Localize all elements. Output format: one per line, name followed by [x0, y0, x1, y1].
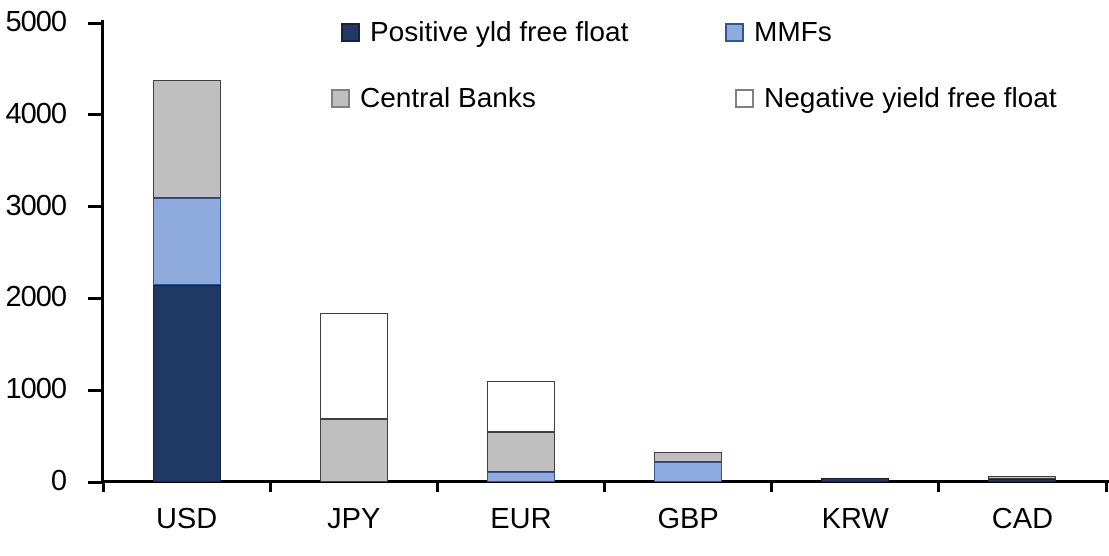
y-axis-tick	[88, 21, 102, 25]
x-axis-category-label: USD	[155, 503, 218, 535]
y-axis-tick-label: 0	[50, 465, 67, 497]
legend-swatch-icon	[735, 88, 754, 108]
x-axis-tick	[1104, 480, 1108, 492]
y-axis-tick-label: 4000	[5, 97, 67, 130]
bar-segment-eur-s1	[486, 471, 555, 482]
bar-segment-gbp-s1	[654, 461, 723, 482]
legend-item-0: Positive yld free float	[341, 17, 628, 47]
bar-segment-gbp-s2	[654, 451, 723, 462]
bar-segment-usd-s1	[152, 198, 221, 285]
legend-item-2: Central Banks	[331, 83, 536, 113]
legend-swatch-icon	[341, 22, 360, 42]
y-axis-tick	[88, 205, 102, 209]
y-axis-tick-label: 3000	[5, 189, 67, 222]
bar-segment-eur-s3	[486, 381, 555, 433]
bar-segment-usd-s0	[152, 284, 221, 482]
y-axis-tick	[88, 480, 102, 484]
bar-segment-usd-s2	[152, 79, 221, 199]
x-axis-tick	[268, 480, 272, 492]
legend-label: Positive yld free float	[370, 16, 629, 47]
bar-segment-eur-s2	[486, 432, 555, 472]
y-axis-tick-label: 5000	[5, 6, 67, 38]
y-axis-tick-label: 1000	[5, 373, 67, 406]
legend-swatch-icon	[331, 88, 350, 108]
legend-item-1: MMFs	[725, 17, 832, 47]
y-axis-tick-label: 2000	[5, 281, 67, 314]
legend-label: Negative yield free float	[764, 82, 1057, 113]
y-axis-tick	[88, 296, 102, 300]
x-axis-category-label: CAD	[991, 503, 1054, 535]
y-axis-line	[101, 20, 104, 483]
bar-segment-cad-s0	[988, 478, 1057, 482]
legend-label: MMFs	[754, 16, 832, 47]
x-axis-category-label: KRW	[821, 503, 889, 535]
legend-label: Central Banks	[360, 82, 536, 113]
x-axis-tick	[603, 480, 606, 492]
legend-swatch-icon	[725, 22, 744, 42]
bar-segment-cad-s2	[988, 475, 1057, 479]
bar-segment-jpy-s3	[319, 313, 388, 419]
bar-segment-jpy-s2	[319, 418, 388, 482]
x-axis-tick	[770, 480, 774, 492]
y-axis-tick	[88, 388, 102, 392]
x-axis-tick	[101, 480, 105, 492]
legend-item-3: Negative yield free float	[735, 83, 1057, 113]
x-axis-category-label: EUR	[490, 503, 552, 535]
x-axis-tick	[435, 480, 439, 492]
x-axis-tick	[937, 480, 941, 492]
x-axis-category-label: GBP	[657, 503, 719, 535]
y-axis-tick	[88, 113, 102, 117]
bar-segment-krw-s0	[821, 477, 890, 482]
x-axis-category-label: JPY	[327, 503, 381, 535]
